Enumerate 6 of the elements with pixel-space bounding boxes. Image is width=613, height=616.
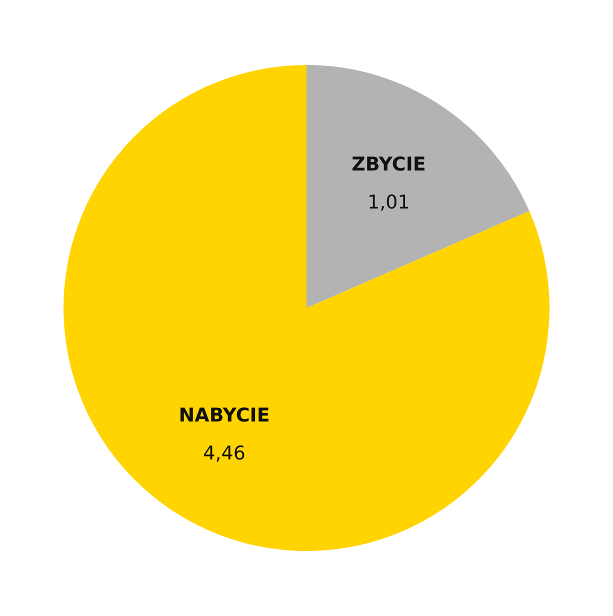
- pie-slice: [306, 65, 530, 308]
- data-label: 4,46: [203, 442, 246, 464]
- slice-label: NABYCIE: [178, 404, 270, 426]
- pie-slice: [64, 65, 550, 551]
- data-label: 1,01: [368, 192, 410, 214]
- slice-label: ZBYCIE: [352, 154, 426, 176]
